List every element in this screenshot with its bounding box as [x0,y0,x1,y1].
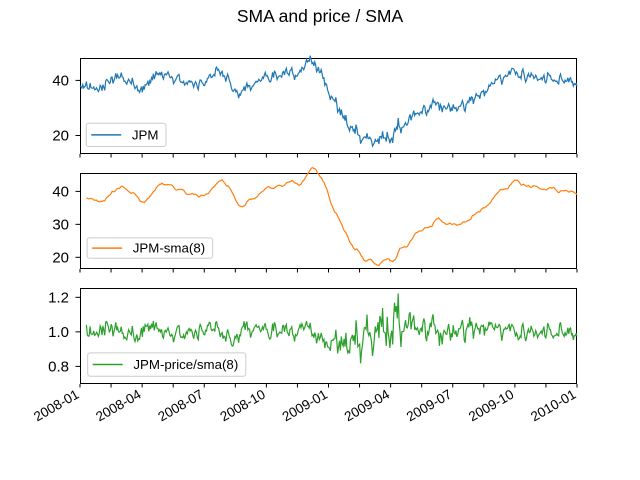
svg-text:40: 40 [52,183,69,200]
svg-text:30: 30 [52,216,69,233]
svg-text:0.8: 0.8 [48,358,69,375]
svg-text:SMA and price / SMA: SMA and price / SMA [237,6,404,26]
svg-text:40: 40 [52,72,69,89]
svg-text:JPM-price/sma(8): JPM-price/sma(8) [133,357,238,372]
svg-text:1.2: 1.2 [48,289,69,306]
svg-text:20: 20 [52,249,69,266]
svg-text:JPM-sma(8): JPM-sma(8) [133,241,205,256]
svg-text:1.0: 1.0 [48,324,69,341]
svg-text:20: 20 [52,127,69,144]
svg-text:JPM: JPM [132,127,159,142]
